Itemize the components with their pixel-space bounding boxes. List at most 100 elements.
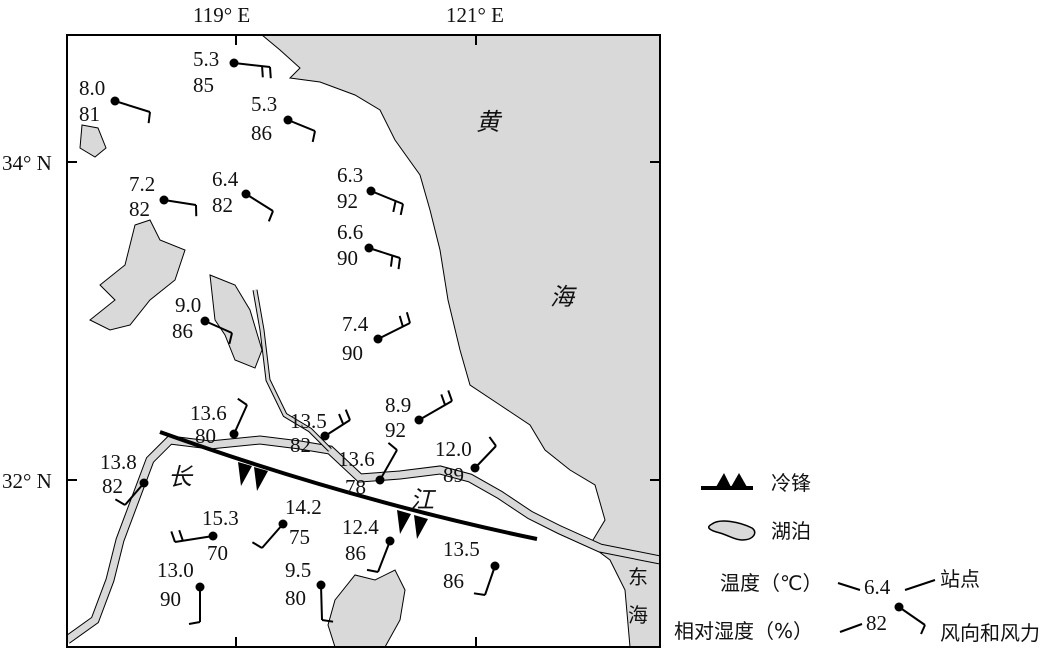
wind-shaft — [484, 565, 496, 596]
station-dot — [373, 334, 383, 344]
wind-barb — [440, 394, 447, 406]
station: 12.486 — [342, 515, 395, 573]
place-label-yellow-sea: 黄 — [476, 108, 503, 136]
place-label-yellow-sea: 海 — [550, 283, 577, 311]
wind-barb — [251, 541, 263, 549]
station-dot — [375, 475, 385, 485]
station-dot — [278, 519, 288, 529]
cold-front-triangle — [397, 510, 411, 534]
lon-label-119e: 119° E — [193, 3, 250, 27]
legend-sample-temperature: 6.4 — [864, 575, 891, 599]
station: 12.089 — [435, 436, 497, 487]
wind-shaft — [261, 523, 284, 549]
wind-shaft — [377, 322, 411, 340]
lon-label-121e: 121° E — [446, 3, 504, 27]
station: 13.6 78 — [338, 442, 398, 499]
yellow-sea — [261, 35, 660, 647]
wind-barb — [261, 66, 264, 78]
station: 9.580 — [285, 558, 334, 623]
station: 6.392 — [337, 163, 404, 216]
legend-wind-label: 风向和风力 — [940, 621, 1040, 645]
legend-cold-front-triangle — [716, 473, 731, 487]
cold-front — [159, 430, 538, 541]
station: 5.385 — [193, 47, 272, 97]
station-temperature: 5.3 — [251, 92, 277, 116]
lake — [79, 124, 107, 158]
wind-barb — [188, 621, 201, 625]
station-humidity: 92 — [337, 189, 358, 213]
wind-barb — [447, 390, 453, 402]
station-dot — [200, 316, 210, 326]
wind-shaft — [377, 540, 391, 573]
wind-shaft — [233, 62, 271, 68]
wind-barb — [114, 498, 126, 506]
station-humidity: 86 — [172, 319, 193, 343]
station-humidity: 80 — [195, 424, 216, 448]
station-dot — [229, 58, 239, 68]
station: 6.482 — [212, 167, 274, 222]
station-humidity: 82 — [102, 474, 123, 498]
legend-wind-barb — [920, 624, 926, 635]
place-label-yangtze: 长 — [168, 463, 194, 491]
wind-barb — [311, 130, 316, 143]
wind-shaft — [324, 419, 351, 437]
station-humidity: 86 — [345, 541, 366, 565]
station-temperature: 8.0 — [79, 76, 105, 100]
lat-label-34n: 34° N — [2, 151, 52, 175]
station-humidity: 82 — [290, 433, 311, 457]
wind-shaft — [114, 100, 151, 113]
station-humidity: 82 — [129, 197, 150, 221]
station-dot — [414, 415, 424, 425]
wind-shaft — [233, 404, 248, 435]
station-humidity: 82 — [212, 193, 233, 217]
station-temperature: 9.5 — [285, 558, 311, 582]
station: 9.086 — [172, 293, 233, 345]
wind-shaft — [204, 320, 233, 334]
station-temperature: 13.8 — [100, 450, 137, 474]
station-dot — [385, 536, 395, 546]
station-humidity: 85 — [193, 73, 214, 97]
station-temperature: 13.0 — [157, 558, 194, 582]
station: 5.386 — [251, 92, 316, 145]
wind-shaft — [287, 119, 316, 132]
legend-cold-front-triangle — [731, 473, 747, 487]
wind-shaft — [245, 193, 274, 212]
station-dot — [283, 115, 293, 125]
station-temperature: 6.6 — [337, 220, 363, 244]
station-temperature: 7.4 — [342, 312, 369, 336]
station-dot — [366, 186, 376, 196]
station-humidity: 92 — [385, 418, 406, 442]
wind-barb — [147, 111, 151, 124]
legend-sample-humidity: 82 — [866, 611, 887, 635]
cold-front-line — [159, 430, 538, 541]
wind-shaft — [174, 535, 214, 543]
station-dot — [490, 561, 500, 571]
station: 15.3 70 — [170, 506, 239, 565]
wind-barb — [321, 619, 334, 623]
legend-temperature-label: 温度（℃） — [720, 571, 822, 595]
wind-barb — [269, 66, 272, 79]
wind-barb — [237, 397, 248, 406]
cold-front-triangle — [414, 515, 428, 539]
station-dot — [195, 582, 205, 592]
station-temperature: 15.3 — [202, 506, 239, 530]
wind-barb — [392, 200, 397, 213]
cold-front-triangle — [238, 462, 252, 486]
station-temperature: 13.5 — [290, 409, 327, 433]
station-dot — [110, 96, 120, 106]
station-temperature: 6.3 — [337, 163, 363, 187]
station-humidity: 70 — [207, 541, 228, 565]
station: 8.992 — [385, 390, 453, 442]
graticule-ticks — [67, 35, 660, 647]
station-temperature: 9.0 — [175, 293, 201, 317]
station: 6.690 — [337, 220, 401, 270]
wind-barb — [366, 568, 379, 573]
station-dot — [241, 189, 251, 199]
station-humidity: 75 — [289, 525, 310, 549]
station-humidity: 90 — [337, 246, 358, 270]
station: 13.582 — [290, 409, 351, 457]
station-humidity: 86 — [443, 569, 464, 593]
station-dot — [139, 478, 149, 488]
legend-cold-front-label: 冷锋 — [771, 471, 811, 495]
